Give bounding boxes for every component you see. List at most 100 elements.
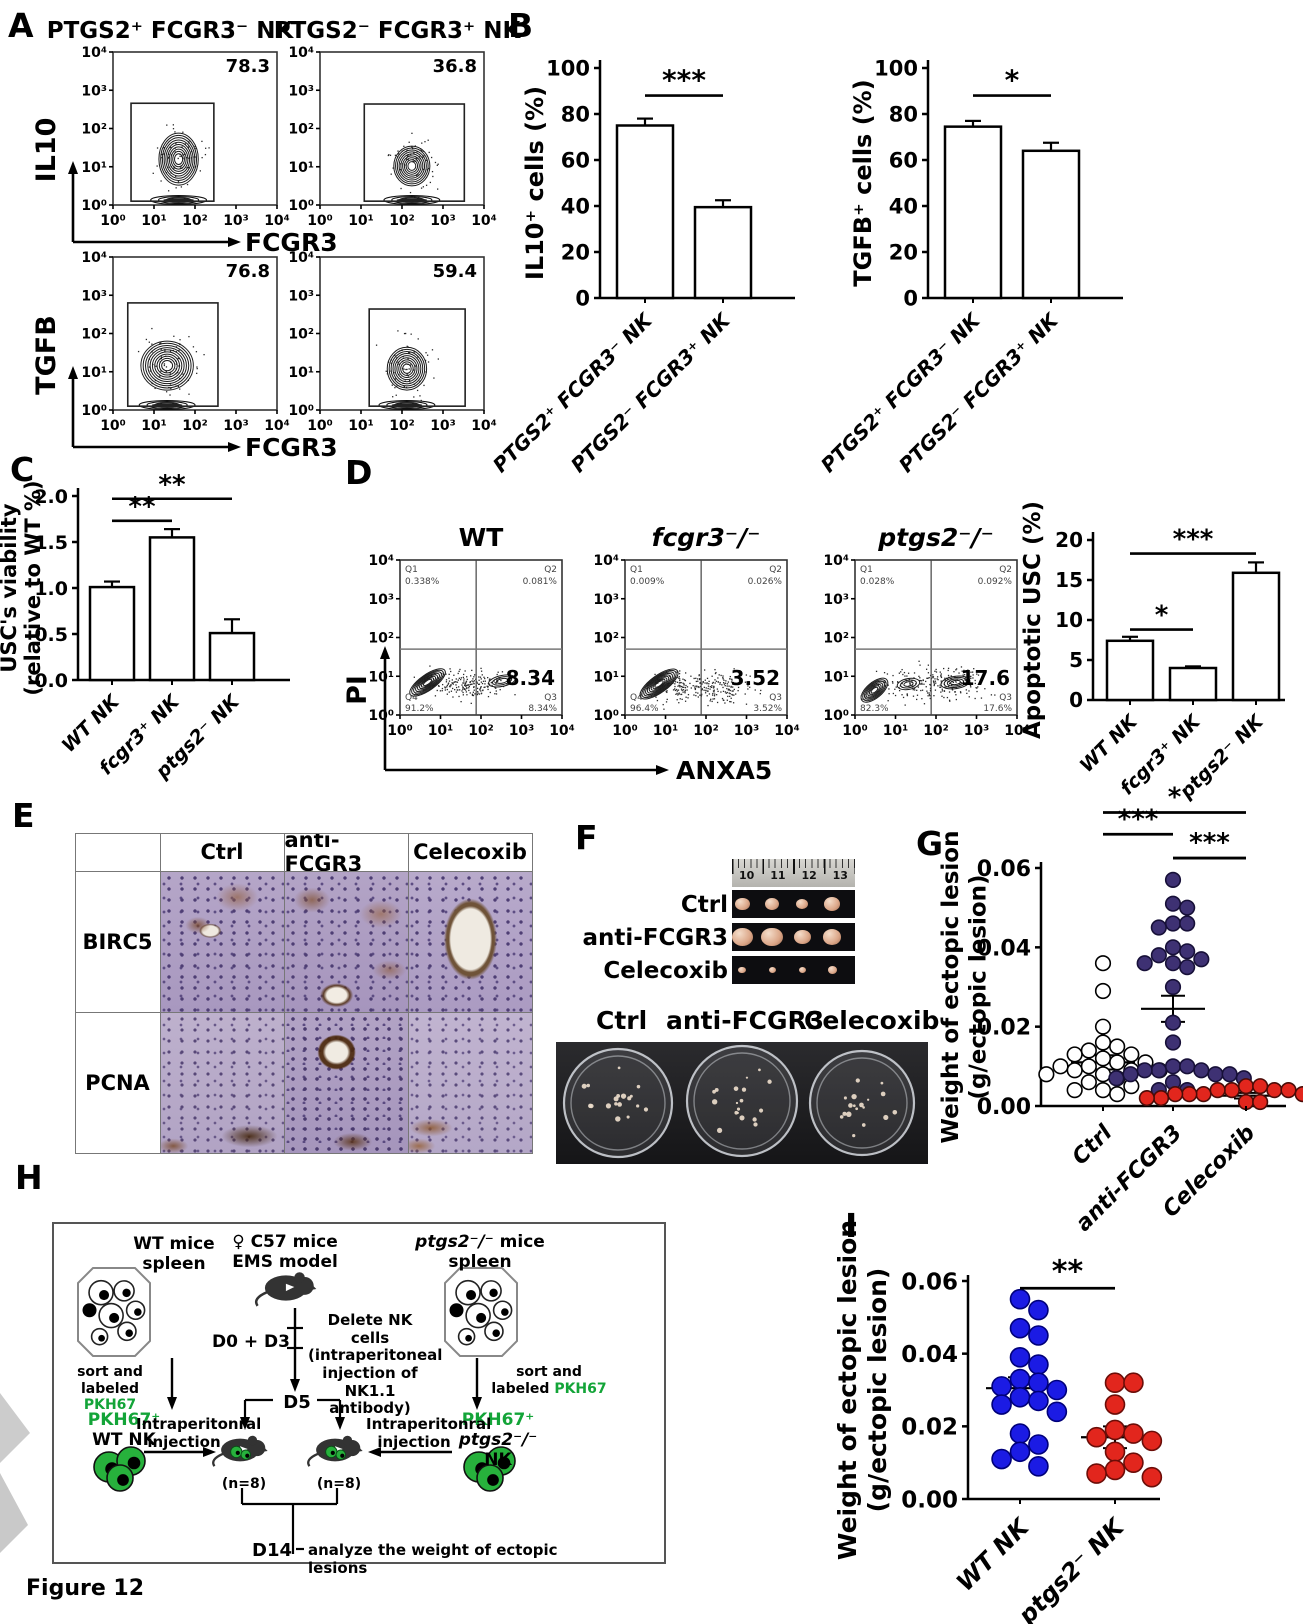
data-point-Celecoxib bbox=[1181, 1086, 1198, 1103]
log-axis-tick: 10⁴ bbox=[264, 213, 290, 229]
log-axis-tick: 10² bbox=[468, 723, 494, 739]
log-axis-tick: 10² bbox=[593, 631, 619, 647]
flow-plot-title: fcgr3⁻/⁻ bbox=[652, 523, 761, 552]
data-point-Ctrl bbox=[1080, 1042, 1097, 1059]
y-axis-tick: 0.06 bbox=[901, 1269, 958, 1295]
log-axis-tick: 10¹ bbox=[141, 213, 167, 229]
lesion-speck bbox=[851, 1093, 857, 1100]
data-point-WT NK bbox=[1009, 1347, 1031, 1368]
log-axis-tick: 10¹ bbox=[81, 365, 107, 381]
log-axis-tick: 10² bbox=[823, 631, 849, 647]
arrow-head bbox=[228, 442, 241, 452]
gate-percentage: 3.52 bbox=[731, 666, 780, 690]
data-point-anti-FCGR3 bbox=[1150, 919, 1167, 936]
log-axis-tick: 10¹ bbox=[428, 723, 454, 739]
log-axis-tick: 10¹ bbox=[593, 669, 619, 685]
significance-marker: *** bbox=[1173, 525, 1214, 555]
lesion-speck bbox=[880, 1081, 884, 1085]
panel-label-c: C bbox=[10, 450, 35, 489]
y-axis-label: IL10⁺ cells (%) bbox=[521, 86, 549, 280]
flow-plot-frame bbox=[112, 51, 278, 206]
flow-plot-frame bbox=[112, 256, 278, 411]
panel-label-g: G bbox=[916, 824, 944, 863]
mouse-icon bbox=[212, 1435, 268, 1467]
flow-gate bbox=[130, 102, 215, 202]
lesion-blob bbox=[793, 929, 811, 945]
gate-percentage: 76.8 bbox=[226, 261, 270, 282]
log-axis-tick: 10³ bbox=[368, 592, 394, 608]
data-point-Celecoxib bbox=[1252, 1078, 1269, 1095]
lesion-speck bbox=[848, 1103, 853, 1108]
log-axis-tick: 10² bbox=[288, 327, 314, 343]
quadrant-label: Q1 bbox=[405, 565, 418, 575]
quadrant-label: Q3 bbox=[999, 693, 1012, 703]
log-axis-tick: 10⁴ bbox=[1004, 723, 1030, 739]
data-point-WT NK bbox=[1028, 1434, 1049, 1455]
figure-caption: Figure 12 bbox=[26, 1576, 145, 1601]
data-point-Ctrl bbox=[1080, 1074, 1097, 1091]
lesion-blob bbox=[761, 927, 783, 947]
quadrant-label: Q2 bbox=[769, 565, 782, 575]
data-point-ptgs2⁻ NK bbox=[1123, 1372, 1144, 1394]
log-axis-tick: 10⁰ bbox=[288, 198, 314, 214]
data-point-anti-FCGR3 bbox=[1221, 1066, 1238, 1083]
flow-contour bbox=[140, 340, 194, 391]
lesion-speck bbox=[846, 1111, 852, 1118]
y-axis-tick: 0.04 bbox=[977, 936, 1031, 961]
lesion-speck bbox=[855, 1078, 860, 1083]
ihc-corner-cell bbox=[74, 832, 161, 872]
flow-plot-frame bbox=[319, 256, 485, 411]
log-axis-tick: 10⁴ bbox=[471, 418, 497, 434]
data-point-Celecoxib bbox=[1266, 1082, 1283, 1099]
data-point-WT NK bbox=[991, 1376, 1012, 1397]
data-point-Celecoxib bbox=[1223, 1082, 1240, 1099]
data-point-Celecoxib bbox=[1195, 1086, 1212, 1103]
data-point-anti-FCGR3 bbox=[1164, 915, 1182, 932]
data-point-WT NK bbox=[1028, 1354, 1049, 1375]
data-point-anti-FCGR3 bbox=[1150, 947, 1167, 964]
flow-contour bbox=[386, 346, 428, 391]
arrow-head bbox=[68, 366, 78, 379]
log-axis-tick: 10⁰ bbox=[307, 213, 333, 229]
lesion-speck bbox=[643, 1107, 649, 1112]
bar-ptgs2⁻ NK bbox=[208, 631, 256, 682]
arrow-head bbox=[240, 1417, 250, 1430]
gate-percentage: 36.8 bbox=[433, 56, 477, 77]
quadrant-label: Q4 bbox=[860, 693, 873, 703]
flow-plot-frame bbox=[319, 51, 485, 206]
data-point-Celecoxib bbox=[1167, 1086, 1184, 1103]
y-axis-tick: 20 bbox=[1055, 528, 1083, 552]
y-axis-label: (g/ectopic lesion) bbox=[966, 874, 992, 1099]
quadrant-label: Q2 bbox=[544, 565, 557, 575]
data-point-WT NK bbox=[1028, 1372, 1049, 1394]
y-axis-tick: 0.02 bbox=[901, 1415, 958, 1441]
data-point-WT NK bbox=[1028, 1325, 1049, 1346]
arrow-head bbox=[380, 646, 390, 659]
data-point-Ctrl bbox=[1094, 1082, 1112, 1099]
data-point-WT NK bbox=[1046, 1379, 1068, 1401]
data-point-Celecoxib bbox=[1237, 1078, 1255, 1095]
flow-contour bbox=[639, 668, 679, 700]
data-point-anti-FCGR3 bbox=[1122, 1066, 1139, 1083]
flow-contour bbox=[940, 675, 971, 690]
data-point-WT NK bbox=[1009, 1441, 1031, 1463]
arrow-head bbox=[472, 1397, 482, 1410]
bar-PTGS2⁺ FCGR3⁻ NK bbox=[615, 124, 675, 300]
data-point-anti-FCGR3 bbox=[1108, 1070, 1125, 1087]
data-point-anti-FCGR3 bbox=[1164, 1014, 1182, 1031]
data-point-Ctrl bbox=[1109, 1086, 1126, 1103]
log-axis-tick: 10⁰ bbox=[842, 723, 868, 739]
dish-label-ctrl: Ctrl bbox=[596, 1006, 648, 1035]
bar-fcgr3⁺ NK bbox=[148, 536, 196, 682]
log-axis-tick: 10⁰ bbox=[100, 418, 126, 434]
lesion-blob bbox=[824, 897, 840, 911]
lesion-blob bbox=[768, 967, 776, 973]
sort-label-left: sort and labeled PKH67 bbox=[77, 1364, 143, 1414]
gate-percentage: 17.6 bbox=[961, 666, 1010, 690]
y-axis-tick: 0 bbox=[903, 287, 918, 311]
arrow-head bbox=[656, 765, 669, 775]
quadrant-label: Q3 bbox=[769, 693, 782, 703]
lesion-blob bbox=[731, 928, 753, 947]
